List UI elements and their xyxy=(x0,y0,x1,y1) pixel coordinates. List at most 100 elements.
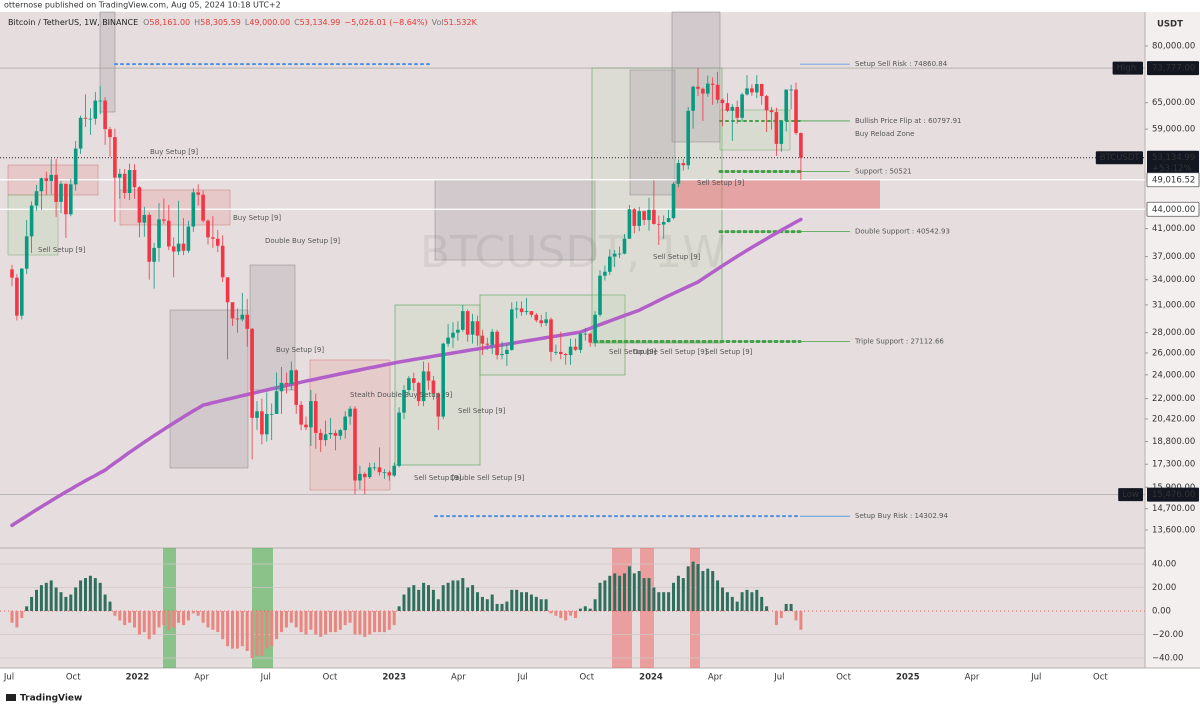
osc-bar xyxy=(647,578,651,611)
osc-bar xyxy=(245,610,249,651)
osc-bar xyxy=(226,610,230,647)
candle-body xyxy=(549,319,553,352)
osc-bar xyxy=(765,606,769,611)
candle-body xyxy=(784,89,788,121)
candle-body xyxy=(514,308,519,310)
osc-bar xyxy=(343,610,347,626)
osc-bar xyxy=(794,610,798,621)
candle-body xyxy=(755,84,759,93)
osc-bar xyxy=(314,610,318,635)
osc-bar xyxy=(672,582,675,611)
price-tag-label: 49,016.52 xyxy=(1152,175,1195,185)
osc-bar xyxy=(147,610,151,640)
osc-bar xyxy=(520,592,524,611)
candle-body xyxy=(98,100,102,102)
level-label: Setup Buy Risk : 14302.94 xyxy=(855,512,948,520)
candle-body xyxy=(284,382,289,385)
osc-bar xyxy=(544,599,548,611)
candle-body xyxy=(230,302,235,319)
candle-body xyxy=(142,214,147,223)
candle-body xyxy=(647,209,651,221)
osc-bar xyxy=(20,610,24,619)
candle-body xyxy=(554,351,558,353)
candle-body xyxy=(764,96,769,111)
legend-row: Bitcoin / TetherUS, 1W, BINANCE O58,161.0… xyxy=(8,18,478,27)
candle-body xyxy=(598,275,602,315)
candle-body xyxy=(167,220,171,247)
osc-bar xyxy=(201,610,205,623)
candle-body xyxy=(220,245,225,278)
osc-bar xyxy=(358,610,362,635)
candle-body xyxy=(485,343,490,345)
level-label: Support : 50521 xyxy=(855,168,912,176)
ohlc-value: 58,305.59 xyxy=(200,18,241,27)
candle-body xyxy=(461,311,465,330)
setup-annotation: Double Sell Setup [9] xyxy=(450,474,525,482)
candle-body xyxy=(216,238,220,246)
price-tag-label: 73,777.00 xyxy=(1152,64,1195,74)
osc-bar xyxy=(108,601,112,611)
candle-body xyxy=(750,88,754,93)
candle-body xyxy=(657,223,661,225)
candle-body xyxy=(568,346,573,356)
candle-body xyxy=(54,174,58,202)
y-tick-label: 14,700.00 xyxy=(1152,504,1195,514)
osc-bar xyxy=(49,580,53,611)
osc-bar xyxy=(25,606,29,611)
candle-body xyxy=(255,411,259,418)
y-tick-label: 31,000.00 xyxy=(1152,300,1195,310)
candle-body xyxy=(510,309,514,350)
x-tick-label: 2024 xyxy=(639,673,663,683)
candle-body xyxy=(299,404,303,425)
candle-body xyxy=(622,238,627,254)
osc-tick-label: −40.00 xyxy=(1152,654,1183,664)
currency-label: USDT xyxy=(1157,20,1183,30)
candle-body xyxy=(171,246,176,252)
candle-body xyxy=(465,311,470,335)
candle-body xyxy=(593,314,597,343)
candle-body xyxy=(451,332,455,338)
osc-bar xyxy=(696,563,700,611)
osc-bar xyxy=(299,610,303,633)
osc-bar xyxy=(250,610,254,659)
setup-annotation: Double Buy Setup [9] xyxy=(265,237,340,245)
candle-body xyxy=(108,129,112,138)
osc-bar xyxy=(172,610,176,628)
ohlc-key: C xyxy=(294,18,300,27)
price-tag-box xyxy=(1146,172,1200,188)
candle-body xyxy=(578,333,583,350)
osc-bar xyxy=(270,610,274,647)
osc-bar xyxy=(309,610,313,630)
osc-bar xyxy=(578,608,582,611)
setup-annotation: Sell Setup [9] xyxy=(38,246,86,254)
osc-bar xyxy=(162,610,166,626)
osc-bar xyxy=(79,580,83,611)
osc-bar xyxy=(382,610,386,633)
ohlc-key: L xyxy=(245,18,250,27)
osc-bar xyxy=(510,589,514,611)
y-tick-label: 65,000.00 xyxy=(1152,98,1195,108)
osc-bar xyxy=(799,610,803,630)
candle-body xyxy=(495,331,499,356)
osc-bar xyxy=(745,589,749,611)
price-tag-box xyxy=(1146,201,1200,217)
candle-body xyxy=(191,192,196,227)
osc-bar xyxy=(44,582,48,611)
candle-body xyxy=(245,314,249,329)
osc-bar xyxy=(412,585,416,611)
candle-body xyxy=(274,391,279,414)
price-tag-line: +53.12% xyxy=(1152,164,1192,174)
footer-bar xyxy=(0,685,1200,707)
candle-body xyxy=(456,329,460,333)
x-tick-label: 2023 xyxy=(382,673,406,683)
osc-bar xyxy=(74,587,78,611)
candle-body xyxy=(759,84,764,97)
candle-body xyxy=(412,378,416,383)
candle-body xyxy=(416,382,421,402)
candle-body xyxy=(706,83,710,94)
osc-bar xyxy=(539,599,543,611)
candle-body xyxy=(289,370,294,385)
brand-logo xyxy=(6,694,16,701)
candle-body xyxy=(152,247,156,262)
